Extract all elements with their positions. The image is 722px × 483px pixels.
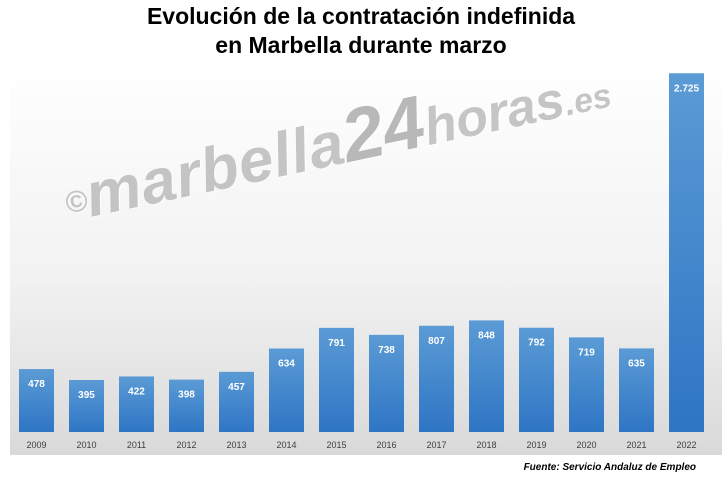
chart-title: Evolución de la contratación indefinida … xyxy=(0,2,722,60)
x-tick-label-2019: 2019 xyxy=(526,440,546,450)
x-tick-label-2011: 2011 xyxy=(127,440,146,450)
value-label-2009: 478 xyxy=(28,379,45,390)
x-tick-label-2010: 2010 xyxy=(76,440,96,450)
chart-title-line-2: en Marbella durante marzo xyxy=(215,32,507,58)
bars-group xyxy=(19,73,704,433)
x-tick-label-2012: 2012 xyxy=(176,440,196,450)
x-tick-label-2015: 2015 xyxy=(326,440,346,450)
value-label-2015: 791 xyxy=(328,338,345,349)
value-label-2010: 395 xyxy=(78,390,95,401)
value-label-2017: 807 xyxy=(428,336,445,347)
x-tick-label-2018: 2018 xyxy=(476,440,496,450)
bar-2014 xyxy=(269,348,304,432)
bar-2009 xyxy=(19,369,54,432)
value-label-2013: 457 xyxy=(228,382,245,393)
bar-2013 xyxy=(219,371,254,432)
bar-2019 xyxy=(519,327,554,432)
value-label-2021: 635 xyxy=(628,358,645,369)
value-labels-group: 478 395 422 398 457 634 791 738 807 848 792 719 635 2… xyxy=(28,83,699,401)
x-tick-label-2017: 2017 xyxy=(426,440,446,450)
x-tick-labels-group: 2009 2010 2011 2012 2013 2014 2015 2016 2017 2018… xyxy=(26,440,696,450)
x-tick-label-2022: 2022 xyxy=(676,440,696,450)
bar-2020 xyxy=(569,337,604,432)
bar-2021 xyxy=(619,348,654,432)
chart-area: 478 395 422 398 457 634 791 738 807 848 792 719 635 2… xyxy=(10,60,722,455)
bar-2017 xyxy=(419,325,454,432)
source-note: Fuente: Servicio Andaluz de Empleo xyxy=(523,462,696,473)
bar-2015 xyxy=(319,327,354,432)
plot-background xyxy=(10,60,722,455)
value-label-2019: 792 xyxy=(528,338,545,349)
value-label-2011: 422 xyxy=(128,386,145,397)
value-label-2012: 398 xyxy=(178,390,195,401)
x-tick-label-2020: 2020 xyxy=(576,440,596,450)
bar-2016 xyxy=(369,334,404,432)
bar-2022 xyxy=(669,73,704,433)
bar-2012 xyxy=(169,379,204,432)
value-label-2020: 719 xyxy=(578,347,595,358)
bar-chart: 478 395 422 398 457 634 791 738 807 848 792 719 635 2… xyxy=(10,60,722,455)
x-tick-label-2013: 2013 xyxy=(226,440,246,450)
value-label-2018: 848 xyxy=(478,330,495,341)
value-label-2022: 2.725 xyxy=(674,83,699,94)
x-tick-label-2009: 2009 xyxy=(26,440,46,450)
bar-2011 xyxy=(119,376,154,432)
x-tick-label-2014: 2014 xyxy=(276,440,296,450)
x-tick-label-2016: 2016 xyxy=(376,440,396,450)
bar-2018 xyxy=(469,320,504,432)
value-label-2016: 738 xyxy=(378,345,395,356)
bar-2010 xyxy=(69,380,104,432)
chart-title-line-1: Evolución de la contratación indefinida xyxy=(146,3,576,29)
x-tick-label-2021: 2021 xyxy=(626,440,646,450)
value-label-2014: 634 xyxy=(278,359,295,370)
